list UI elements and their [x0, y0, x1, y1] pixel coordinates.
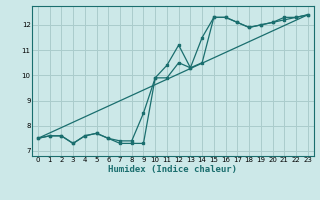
- X-axis label: Humidex (Indice chaleur): Humidex (Indice chaleur): [108, 165, 237, 174]
